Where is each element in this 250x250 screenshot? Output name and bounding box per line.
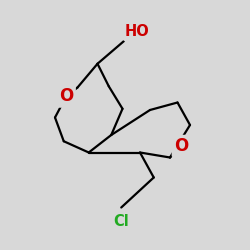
Text: O: O — [174, 137, 188, 155]
Text: HO: HO — [125, 24, 150, 39]
Text: Cl: Cl — [114, 214, 129, 229]
Text: O: O — [59, 87, 74, 105]
